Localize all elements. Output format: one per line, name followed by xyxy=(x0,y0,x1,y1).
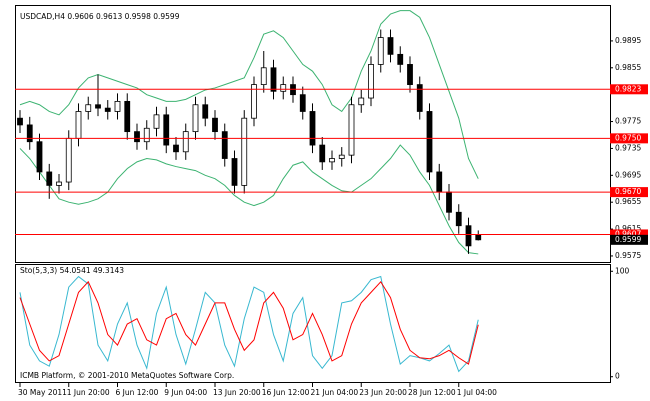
stochastic-line xyxy=(19,275,479,373)
x-tick-label: 6 Jun 12:00 xyxy=(116,388,159,397)
candle-body xyxy=(338,154,345,159)
level-tag xyxy=(610,84,648,95)
x-tick-label: 23 Jun 20:00 xyxy=(359,388,407,397)
level-tag xyxy=(610,229,648,240)
candle-body xyxy=(17,117,23,126)
level-tag xyxy=(610,133,648,144)
candle-body xyxy=(407,64,413,85)
stochastic-line xyxy=(19,280,479,365)
candle-body xyxy=(387,37,394,55)
level-tag xyxy=(610,187,648,198)
candle-body xyxy=(26,124,33,143)
level-label: 0.9607 xyxy=(615,229,641,238)
candle-body xyxy=(212,117,218,133)
x-tick-label: 28 Jun 12:00 xyxy=(408,388,456,397)
candle-body xyxy=(475,234,482,241)
candle-body xyxy=(143,127,150,143)
candle-body xyxy=(163,114,170,146)
x-tick-label: 16 Jun 12:00 xyxy=(262,388,310,397)
marks xyxy=(17,10,482,373)
level-label: 0.9750 xyxy=(615,133,641,142)
level-label: 0.9670 xyxy=(615,187,641,196)
candle-body xyxy=(251,84,257,119)
y-tick-label: 0.9575 xyxy=(615,251,641,260)
candle-body xyxy=(299,94,306,112)
candle-body xyxy=(270,67,277,92)
candle-body xyxy=(260,67,267,85)
candle-body xyxy=(446,191,452,213)
candle-body xyxy=(36,141,43,173)
x-tick-label: 1 Jun 20:00 xyxy=(67,388,110,397)
price-tag xyxy=(610,234,648,245)
band-line xyxy=(19,10,479,179)
x-tick-label: 9 Jun 04:00 xyxy=(164,388,207,397)
candle-body xyxy=(455,211,462,227)
level-label: 0.9823 xyxy=(615,84,641,93)
candle-body xyxy=(416,84,423,112)
candle-body xyxy=(426,111,433,173)
candle-body xyxy=(436,171,443,193)
candle-body xyxy=(46,171,53,186)
x-tick-label: 13 Jun 20:00 xyxy=(213,388,261,397)
candle-body xyxy=(241,117,248,186)
y-tick-label: 0.9655 xyxy=(615,197,641,206)
chart-title: USDCAD,H4 0.9606 0.9613 0.9598 0.9599 xyxy=(20,12,180,21)
candle-body xyxy=(358,97,365,106)
x-tick-label: 21 Jun 04:00 xyxy=(311,388,359,397)
x-tick-label: 1 Jul 04:00 xyxy=(457,388,497,397)
candle-body xyxy=(329,158,335,163)
candle-body xyxy=(377,37,384,65)
candle-body xyxy=(75,111,82,139)
candle-body xyxy=(182,131,189,153)
y-tick-label: 0.9615 xyxy=(615,224,641,233)
x-tick-label: 30 May 2011 xyxy=(18,388,67,397)
candle-body xyxy=(65,137,72,183)
candle-body xyxy=(368,64,374,99)
candle-body xyxy=(231,158,238,186)
candle-body xyxy=(85,104,92,112)
candle-body xyxy=(153,114,160,129)
y-tick-label: 100 xyxy=(615,266,630,275)
band-line xyxy=(19,144,479,255)
candle-body xyxy=(114,100,121,112)
price-label: 0.9599 xyxy=(615,235,641,244)
candle-body xyxy=(56,181,62,186)
candle-body xyxy=(134,131,140,143)
y-tick-label: 0.9855 xyxy=(615,63,641,72)
indicator-title: Sto(5,3,3) 54.0541 49.3143 xyxy=(20,266,124,275)
candle-body xyxy=(95,104,101,109)
stochastic-panel xyxy=(15,264,611,383)
candle-body xyxy=(348,104,355,156)
copyright: ICMB Platform, © 2001-2010 MetaQuotes So… xyxy=(20,371,234,380)
candle-body xyxy=(309,111,316,146)
candle-body xyxy=(465,225,472,247)
candle-body xyxy=(124,100,131,133)
candle-body xyxy=(397,53,404,65)
candle-body xyxy=(280,84,287,92)
y-tick-label: 0.9775 xyxy=(615,117,641,126)
candle-body xyxy=(192,104,199,133)
y-tick-label: 0.9895 xyxy=(615,36,641,45)
candle-body xyxy=(319,144,326,163)
y-tick-label: 0.9735 xyxy=(615,143,641,152)
y-tick-label: 0 xyxy=(615,372,620,381)
candle-body xyxy=(202,104,209,119)
candle-body xyxy=(221,131,228,159)
y-tick-label: 0.9695 xyxy=(615,170,641,179)
candle-body xyxy=(173,144,179,153)
candle-body xyxy=(104,107,111,112)
